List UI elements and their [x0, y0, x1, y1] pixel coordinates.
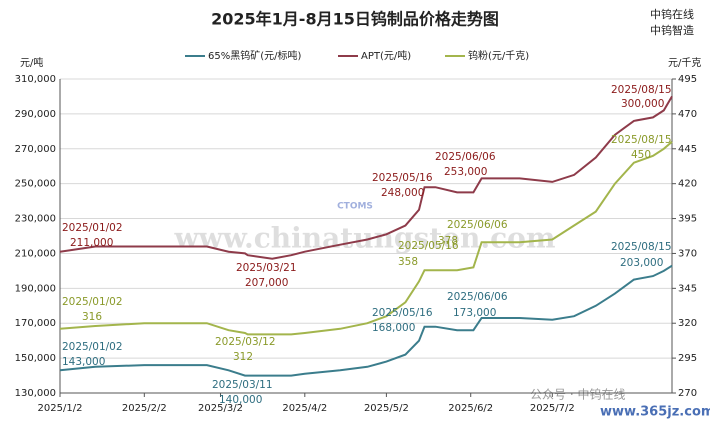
y2-tick-label: 395: [678, 214, 697, 225]
legend-label: APT(元/吨): [361, 49, 411, 62]
annotation-date: 2025/05/16: [372, 307, 433, 319]
y2-tick-label: 445: [678, 144, 697, 155]
annotation-date: 2025/05/16: [398, 240, 459, 252]
legend-label: 钨粉(元/千克): [468, 49, 529, 62]
annotation-date: 2025/06/06: [447, 291, 508, 303]
y-tick-label: 310,000: [15, 74, 56, 85]
y-tick-label: 290,000: [15, 109, 56, 120]
y2-tick-label: 270: [678, 388, 697, 399]
annotation-date: 2025/06/06: [447, 219, 508, 231]
x-tick-label: 2025/3/2: [198, 403, 243, 414]
y2-tick-label: 345: [678, 283, 697, 294]
annotation-date: 2025/01/02: [62, 341, 123, 353]
y-tick-label: 190,000: [15, 283, 56, 294]
annotation-date: 2025/03/21: [236, 262, 297, 274]
series-line: [59, 95, 673, 260]
annotation-value: 358: [398, 256, 418, 268]
annotation-value: 248,000: [381, 187, 424, 199]
annotation-value: 143,000: [62, 356, 105, 368]
y2-tick-label: 495: [678, 74, 697, 85]
y-axis-label: 元/吨: [20, 56, 43, 69]
annotation-value: 300,000: [621, 98, 664, 110]
annotation-value: 173,000: [453, 307, 496, 319]
series-line: [59, 141, 673, 336]
footer-text: www.365jz.com: [600, 405, 710, 420]
x-tick-label: 2025/1/2: [38, 403, 83, 414]
annotation-date: 2025/03/12: [215, 336, 276, 348]
annotation-value: 312: [233, 351, 253, 363]
x-tick-label: 2025/7/2: [530, 403, 575, 414]
y2-tick-label: 420: [678, 179, 697, 190]
legend-label: 65%黑钨矿(元/标吨): [208, 49, 301, 62]
y-tick-label: 170,000: [15, 318, 56, 329]
annotation-value: 378: [438, 235, 458, 247]
y-tick-label: 210,000: [15, 248, 56, 259]
y2-tick-label: 295: [678, 353, 697, 364]
x-tick-label: 2025/6/2: [448, 403, 493, 414]
annotation-value: 211,000: [70, 237, 113, 249]
y-tick-label: 270,000: [15, 144, 56, 155]
annotation-value: 168,000: [372, 322, 415, 334]
annotation-value: 450: [631, 149, 651, 161]
annotation-value: 203,000: [620, 257, 663, 269]
x-tick-label: 2025/4/2: [282, 403, 327, 414]
annotation-date: 2025/08/15: [611, 134, 672, 146]
y2-tick-label: 370: [678, 248, 697, 259]
annotation-date: 2025/05/16: [372, 172, 433, 184]
x-tick-label: 2025/2/2: [122, 403, 167, 414]
chart-title: 2025年1月-8月15日钨制品价格走势图: [211, 10, 499, 29]
x-tick-label: 2025/5/2: [364, 403, 409, 414]
logo: CTOMS: [337, 202, 373, 212]
brand: 中钨在线: [650, 7, 694, 21]
series-line: [59, 264, 673, 377]
watermark: www.chinatungsten.com: [174, 222, 556, 255]
annotation-value: 140,000: [219, 394, 262, 406]
y-tick-label: 250,000: [15, 179, 56, 190]
annotation-date: 2025/06/06: [435, 151, 496, 163]
annotation-value: 253,000: [444, 166, 487, 178]
annotation-value: 207,000: [245, 277, 288, 289]
y-tick-label: 150,000: [15, 353, 56, 364]
y2-axis-label: 元/千克: [668, 57, 701, 69]
y-tick-label: 230,000: [15, 214, 56, 225]
footer-text: 公众号 · 中钨在线: [530, 387, 625, 402]
y2-tick-label: 320: [678, 318, 697, 329]
y-tick-label: 130,000: [15, 388, 56, 399]
brand: 中钨智造: [650, 23, 694, 37]
annotation-date: 2025/01/02: [62, 222, 123, 234]
annotation-date: 2025/03/11: [212, 379, 273, 391]
annotation-date: 2025/08/15: [611, 241, 672, 253]
y2-tick-label: 470: [678, 109, 697, 120]
annotation-value: 316: [82, 311, 102, 323]
annotation-date: 2025/01/02: [62, 296, 123, 308]
annotation-date: 2025/08/15: [611, 84, 672, 96]
